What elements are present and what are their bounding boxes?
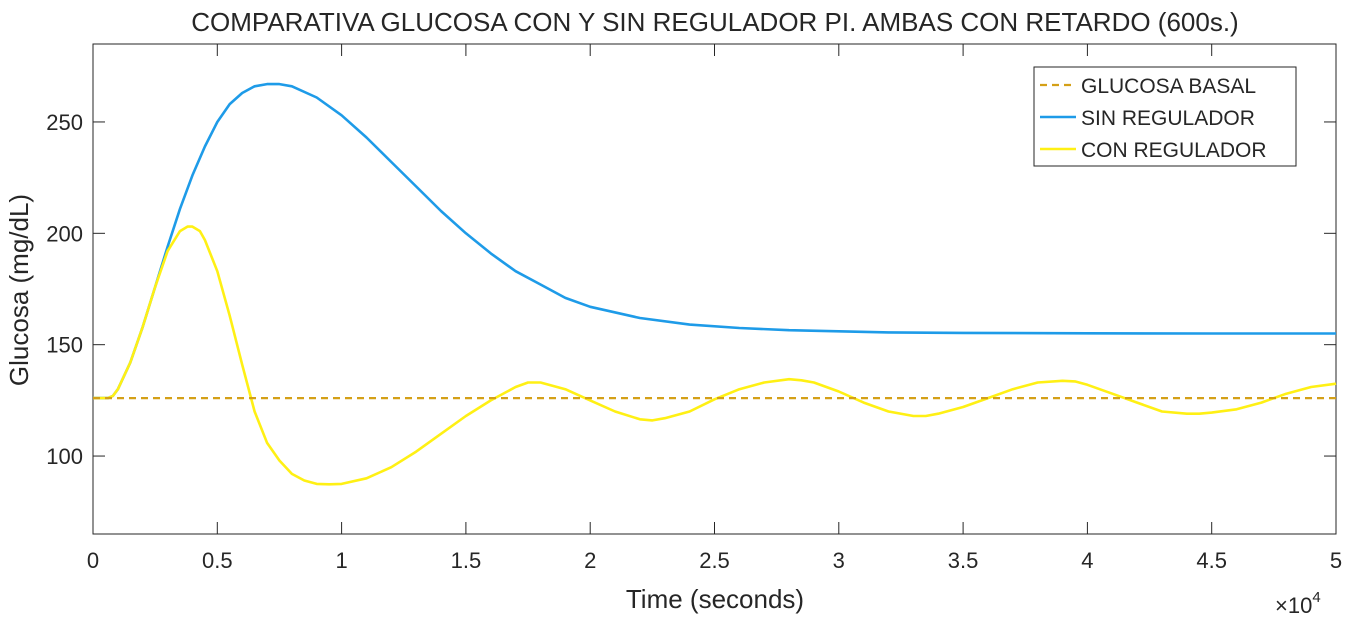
x-exponent-base: ×10: [1275, 593, 1312, 618]
y-tick-label: 250: [46, 110, 83, 135]
x-tick-label: 4: [1081, 548, 1093, 573]
series-line-con-regulador: [93, 225, 1337, 486]
x-tick-label: 1: [335, 548, 347, 573]
y-tick-label: 150: [46, 333, 83, 358]
legend-label-sin-regulador: SIN REGULADOR: [1081, 107, 1255, 130]
x-axis-exponent: ×104: [1275, 589, 1321, 618]
legend-label-glucosa-basal: GLUCOSA BASAL: [1081, 75, 1256, 98]
chart-title: COMPARATIVA GLUCOSA CON Y SIN REGULADOR …: [191, 7, 1238, 37]
y-axis-label: Glucosa (mg/dL): [4, 194, 34, 386]
x-tick-label: 5: [1330, 548, 1342, 573]
x-tick-label: 2: [584, 548, 596, 573]
x-tick-label: 0.5: [202, 548, 233, 573]
x-tick-label: 2.5: [699, 548, 730, 573]
x-exponent-power: 4: [1312, 589, 1320, 606]
series-layer: [93, 82, 1337, 486]
x-tick-label: 0: [87, 548, 99, 573]
x-tick-label: 1.5: [451, 548, 482, 573]
x-tick-label: 3: [833, 548, 845, 573]
x-axis-label: Time (seconds): [626, 584, 804, 614]
y-tick-label: 200: [46, 221, 83, 246]
legend-box: [1033, 66, 1297, 167]
legend: GLUCOSA BASAL SIN REGULADOR CON REGULADOR: [1033, 66, 1297, 167]
x-tick-label: 3.5: [948, 548, 979, 573]
x-tick-label: 4.5: [1196, 548, 1227, 573]
legend-label-con-regulador: CON REGULADOR: [1081, 139, 1267, 162]
y-tick-label: 100: [46, 444, 83, 469]
axis-ticks: 0 0.5 1 1.5 2 2.5 3 3.5 4 4.5 5 100 150 200 250: [46, 44, 1342, 573]
